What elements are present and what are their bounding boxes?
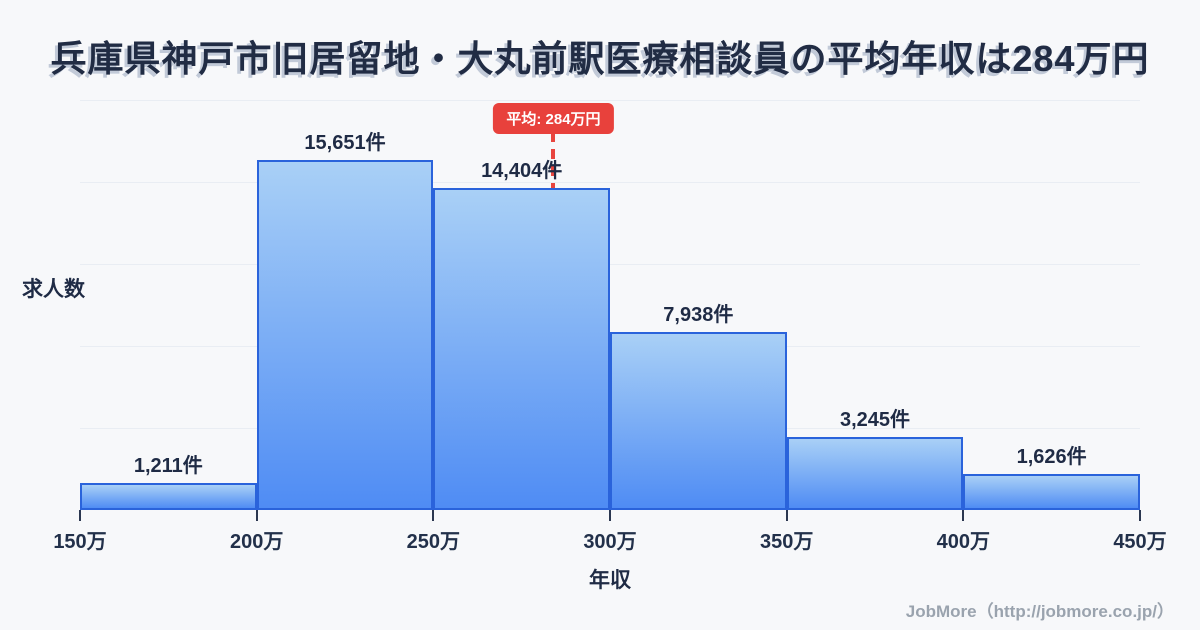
x-axis-tick-mark [255, 510, 258, 521]
x-axis-tick-label: 400万 [936, 531, 991, 553]
footer-credit: JobMore（http://jobmore.co.jp/） [905, 602, 1174, 621]
x-axis-tick-label: 150万 [53, 531, 107, 553]
x-axis-tick-mark [1139, 510, 1141, 521]
x-axis-tick-label: 350万 [759, 531, 814, 553]
histogram-bar: 15,651件 [256, 132, 434, 510]
y-axis-label: 求人数 [22, 278, 85, 301]
bar-value-label: 1,626件 [1016, 446, 1087, 468]
bar-value-label: 1,211件 [133, 455, 203, 477]
x-axis-label: 年収 [589, 569, 631, 592]
histogram-plot-area: 平均: 284万円 1,211件 15,651件 14,404件 7,938件 3,24… [53, 100, 1167, 553]
bar-value-label: 7,938件 [663, 304, 734, 326]
x-axis-tick-mark [785, 510, 788, 521]
histogram-bar: 1,211件 [80, 455, 257, 510]
x-axis-tick-label: 300万 [583, 531, 637, 553]
bar-value-label: 15,651件 [304, 132, 386, 154]
x-axis-tick-mark [609, 510, 611, 521]
bar-value-label: 14,404件 [481, 160, 563, 182]
average-salary-badge: 平均: 284万円 [493, 103, 614, 134]
x-axis-tick-mark [962, 510, 965, 521]
histogram-bar: 7,938件 [610, 304, 787, 510]
x-axis-tick-mark [79, 510, 81, 521]
x-axis-tick-label: 250万 [406, 531, 461, 553]
page-title: 兵庫県神戸市旧居留地・大丸前駅医療相談員の平均年収は284万円 [50, 38, 1150, 79]
histogram-bar: 1,626件 [963, 446, 1140, 510]
x-axis-tick-label: 450万 [1113, 531, 1167, 553]
x-axis-tick-label: 200万 [229, 531, 284, 553]
histogram-bar: 14,404件 [433, 160, 610, 510]
bar-value-label: 3,245件 [839, 409, 911, 431]
histogram-bar: 3,245件 [786, 409, 964, 510]
x-axis-tick-mark [432, 510, 435, 521]
